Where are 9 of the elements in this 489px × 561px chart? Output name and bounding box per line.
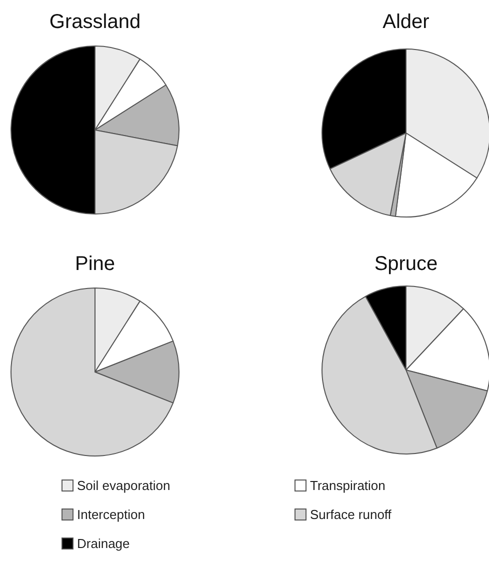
legend-label: Drainage (77, 536, 130, 551)
slice-label: Spruce (374, 253, 438, 275)
legend-label: Transpiration (310, 478, 386, 493)
legend-label: Surface runoff (310, 507, 392, 522)
slice-label: Pine (74, 253, 116, 275)
legend-label: Soil evaporation (77, 478, 170, 493)
legend-label: Interception (77, 507, 145, 522)
slice-label: Alder (382, 11, 430, 33)
slice-label: Grassland (49, 11, 141, 33)
